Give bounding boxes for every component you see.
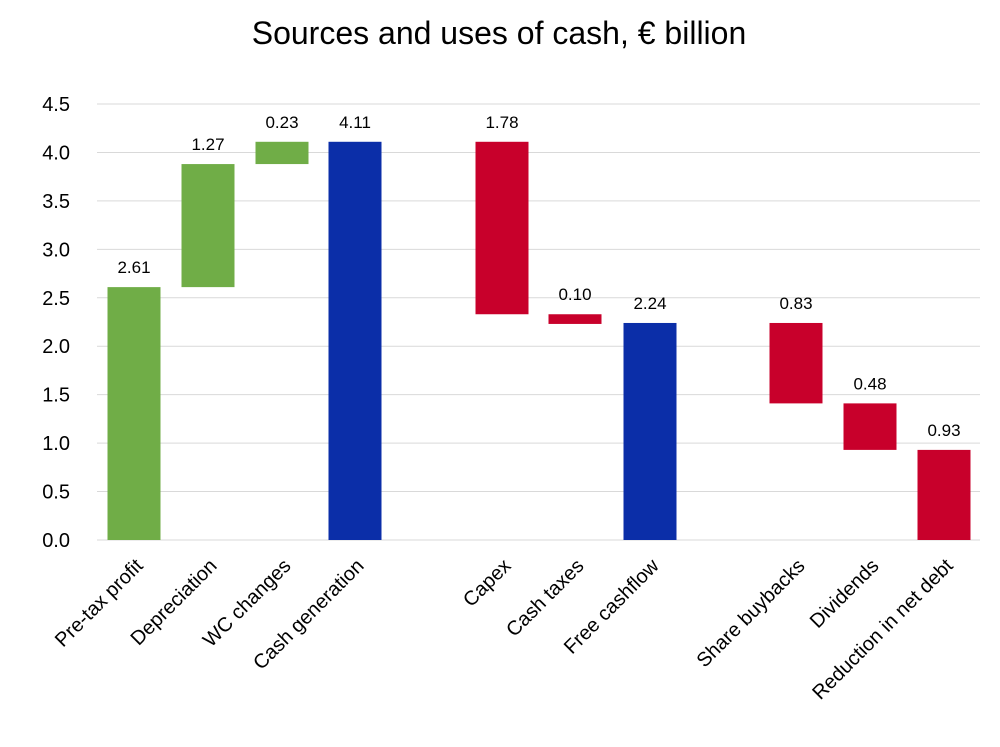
bars xyxy=(107,141,971,540)
bar-decrease xyxy=(475,141,529,315)
y-tick-label: 4.0 xyxy=(42,142,70,164)
value-labels: 2.61 1.27 0.23 4.11 1.78 0.10 2.24 0.83 0.48 0.93 xyxy=(117,113,960,440)
data-label: 0.83 xyxy=(779,294,812,313)
y-axis-ticks: 0.0 0.5 1.0 1.5 2.0 2.5 3.0 3.5 4.0 4.5 xyxy=(42,94,70,552)
chart-title: Sources and uses of cash, € billion xyxy=(252,15,747,51)
data-label: 0.93 xyxy=(927,421,960,440)
x-tick-label: Share buybacks xyxy=(693,555,810,672)
bar-decrease xyxy=(917,449,971,540)
y-tick-label: 2.0 xyxy=(42,336,70,358)
data-label: 0.10 xyxy=(558,285,591,304)
x-tick-label: Dividends xyxy=(806,555,884,633)
bar-increase xyxy=(107,287,161,540)
x-tick-label: Reduction in net debt xyxy=(808,555,958,705)
data-label: 0.23 xyxy=(265,113,298,132)
y-tick-label: 4.5 xyxy=(42,94,70,116)
bar-decrease xyxy=(843,403,897,450)
bar-total xyxy=(623,322,677,540)
data-label: 2.24 xyxy=(633,294,666,313)
bar-total xyxy=(328,141,382,540)
y-tick-label: 2.5 xyxy=(42,288,70,310)
data-label: 1.78 xyxy=(485,113,518,132)
bar-increase xyxy=(255,141,309,165)
data-label: 0.48 xyxy=(853,374,886,393)
data-label: 1.27 xyxy=(191,135,224,154)
y-tick-label: 0.0 xyxy=(42,530,70,552)
y-tick-label: 1.0 xyxy=(42,433,70,455)
gridlines xyxy=(97,103,980,541)
data-label: 4.11 xyxy=(339,113,371,132)
data-label: 2.61 xyxy=(117,258,150,277)
bar-increase xyxy=(181,164,235,288)
y-tick-label: 3.0 xyxy=(42,239,70,261)
y-tick-label: 1.5 xyxy=(42,385,70,407)
y-tick-label: 3.5 xyxy=(42,191,70,213)
bar-decrease xyxy=(769,322,823,404)
y-tick-label: 0.5 xyxy=(42,482,70,504)
bar-decrease xyxy=(548,314,602,324)
x-tick-label: Capex xyxy=(459,555,515,611)
